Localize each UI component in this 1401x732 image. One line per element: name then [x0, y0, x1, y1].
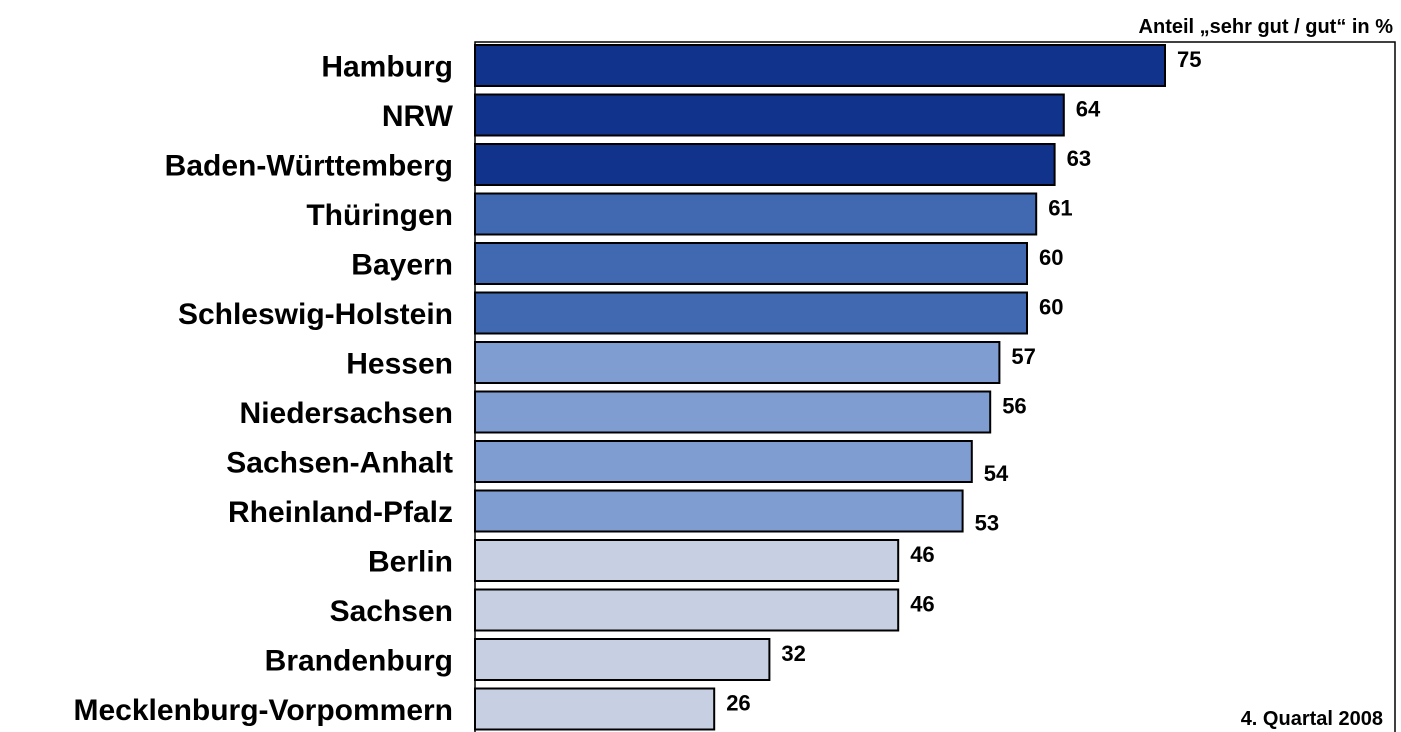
- value-label: 53: [975, 511, 999, 536]
- category-label: Sachsen: [330, 595, 453, 628]
- category-label: Niedersachsen: [240, 397, 453, 430]
- category-label: Hessen: [346, 348, 453, 381]
- value-label: 57: [1011, 344, 1035, 369]
- bar: [474, 93, 1065, 137]
- plot-frame: [474, 41, 1396, 732]
- category-label: Rheinland-Pfalz: [228, 496, 453, 529]
- bar: [474, 539, 900, 582]
- category-label: Berlin: [368, 546, 453, 579]
- category-label: Mecklenburg-Vorpommern: [74, 694, 454, 727]
- value-label: 60: [1039, 245, 1063, 270]
- category-label: Sachsen-Anhalt: [226, 447, 453, 480]
- bar: [474, 291, 1028, 335]
- value-label: 46: [910, 542, 934, 567]
- value-label: 63: [1067, 146, 1091, 171]
- bar: [474, 143, 1056, 186]
- bar: [474, 638, 771, 681]
- value-label: 32: [781, 641, 805, 666]
- bar: [474, 44, 1166, 87]
- category-label: Thüringen: [306, 199, 453, 232]
- bar: [474, 588, 900, 632]
- category-label: Baden-Württemberg: [165, 150, 453, 183]
- value-label: 54: [984, 461, 1009, 486]
- value-label: 26: [726, 691, 750, 716]
- category-label: Hamburg: [321, 51, 453, 84]
- bar: [474, 687, 716, 731]
- value-label: 61: [1048, 196, 1072, 221]
- value-label: 60: [1039, 295, 1063, 320]
- value-label: 46: [910, 592, 934, 617]
- bars-group: [474, 44, 1166, 731]
- bar: [474, 192, 1038, 236]
- category-label: Bayern: [351, 249, 453, 282]
- unit-label: Anteil „sehr gut / gut“ in %: [1139, 16, 1394, 38]
- bar: [474, 489, 964, 533]
- footnote: 4. Quartal 2008: [1241, 708, 1383, 730]
- value-label: 56: [1002, 394, 1026, 419]
- bar: [474, 440, 973, 483]
- bar: [474, 242, 1028, 285]
- category-label: Brandenburg: [265, 645, 453, 678]
- value-label: 75: [1177, 47, 1201, 72]
- bar: [474, 341, 1001, 384]
- value-label: 64: [1076, 97, 1101, 122]
- category-label: NRW: [382, 100, 454, 133]
- category-label: Schleswig-Holstein: [178, 298, 453, 331]
- category-labels: Hamburg NRW Baden-Württemberg Thüringen Baye…: [74, 51, 454, 728]
- bar: [474, 390, 992, 434]
